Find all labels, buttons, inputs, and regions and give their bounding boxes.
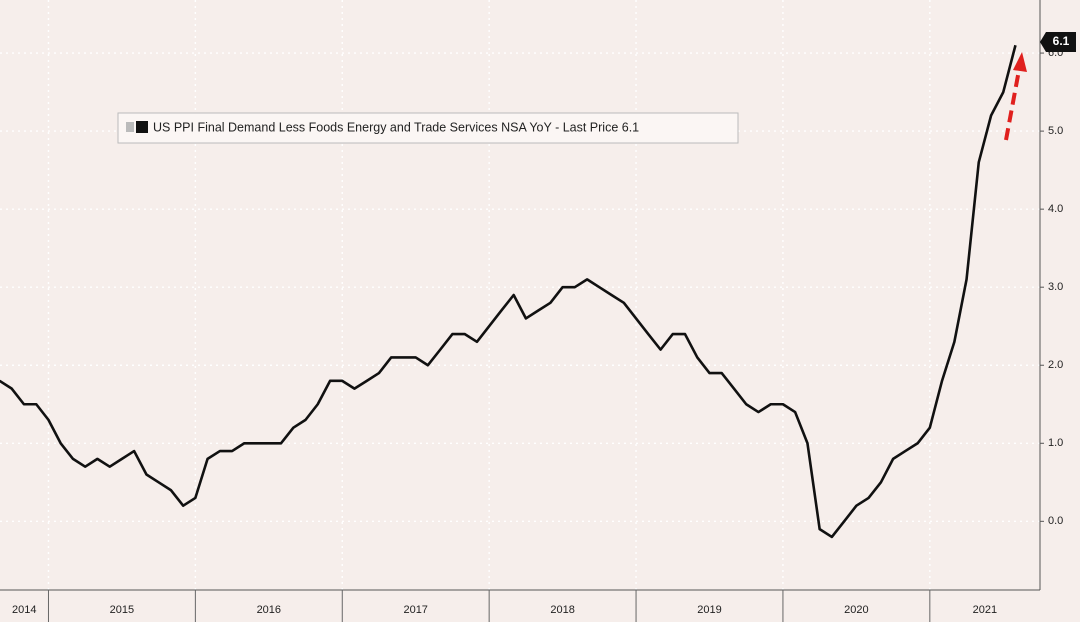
x-tick-label: 2015 bbox=[110, 604, 134, 616]
x-tick-label: 2016 bbox=[257, 604, 281, 616]
x-tick-label: 2017 bbox=[403, 604, 427, 616]
y-tick-label: 5.0 bbox=[1048, 125, 1063, 137]
arrow-shaft bbox=[1004, 69, 1021, 141]
trend-arrow bbox=[1004, 52, 1027, 141]
data-line bbox=[0, 44, 1017, 539]
y-tick-label: 4.0 bbox=[1048, 203, 1063, 215]
x-tick-label: 2018 bbox=[550, 604, 574, 616]
y-tick-label: 1.0 bbox=[1048, 437, 1063, 449]
last-value-label: 6.1 bbox=[1053, 34, 1070, 48]
grid bbox=[0, 0, 1040, 590]
y-tick-label: 3.0 bbox=[1048, 281, 1063, 293]
plot-lines bbox=[0, 44, 1017, 539]
legend-swatch bbox=[136, 121, 148, 133]
x-tick-label: 2019 bbox=[697, 604, 721, 616]
last-value-box bbox=[1040, 32, 1076, 52]
legend: US PPI Final Demand Less Foods Energy an… bbox=[117, 112, 739, 144]
legend-label: US PPI Final Demand Less Foods Energy an… bbox=[153, 120, 639, 134]
legend-swatch-bg bbox=[126, 122, 134, 132]
x-tick-label: 2020 bbox=[844, 604, 868, 616]
last-value-tag: 6.1 bbox=[1040, 32, 1076, 52]
arrow-head bbox=[1013, 52, 1027, 72]
x-tick-label: 2014 bbox=[12, 604, 36, 616]
legend-box bbox=[117, 112, 739, 144]
y-tick-label: 0.0 bbox=[1048, 515, 1063, 527]
y-tick-label: 2.0 bbox=[1048, 359, 1063, 371]
x-tick-label: 2021 bbox=[973, 604, 997, 616]
